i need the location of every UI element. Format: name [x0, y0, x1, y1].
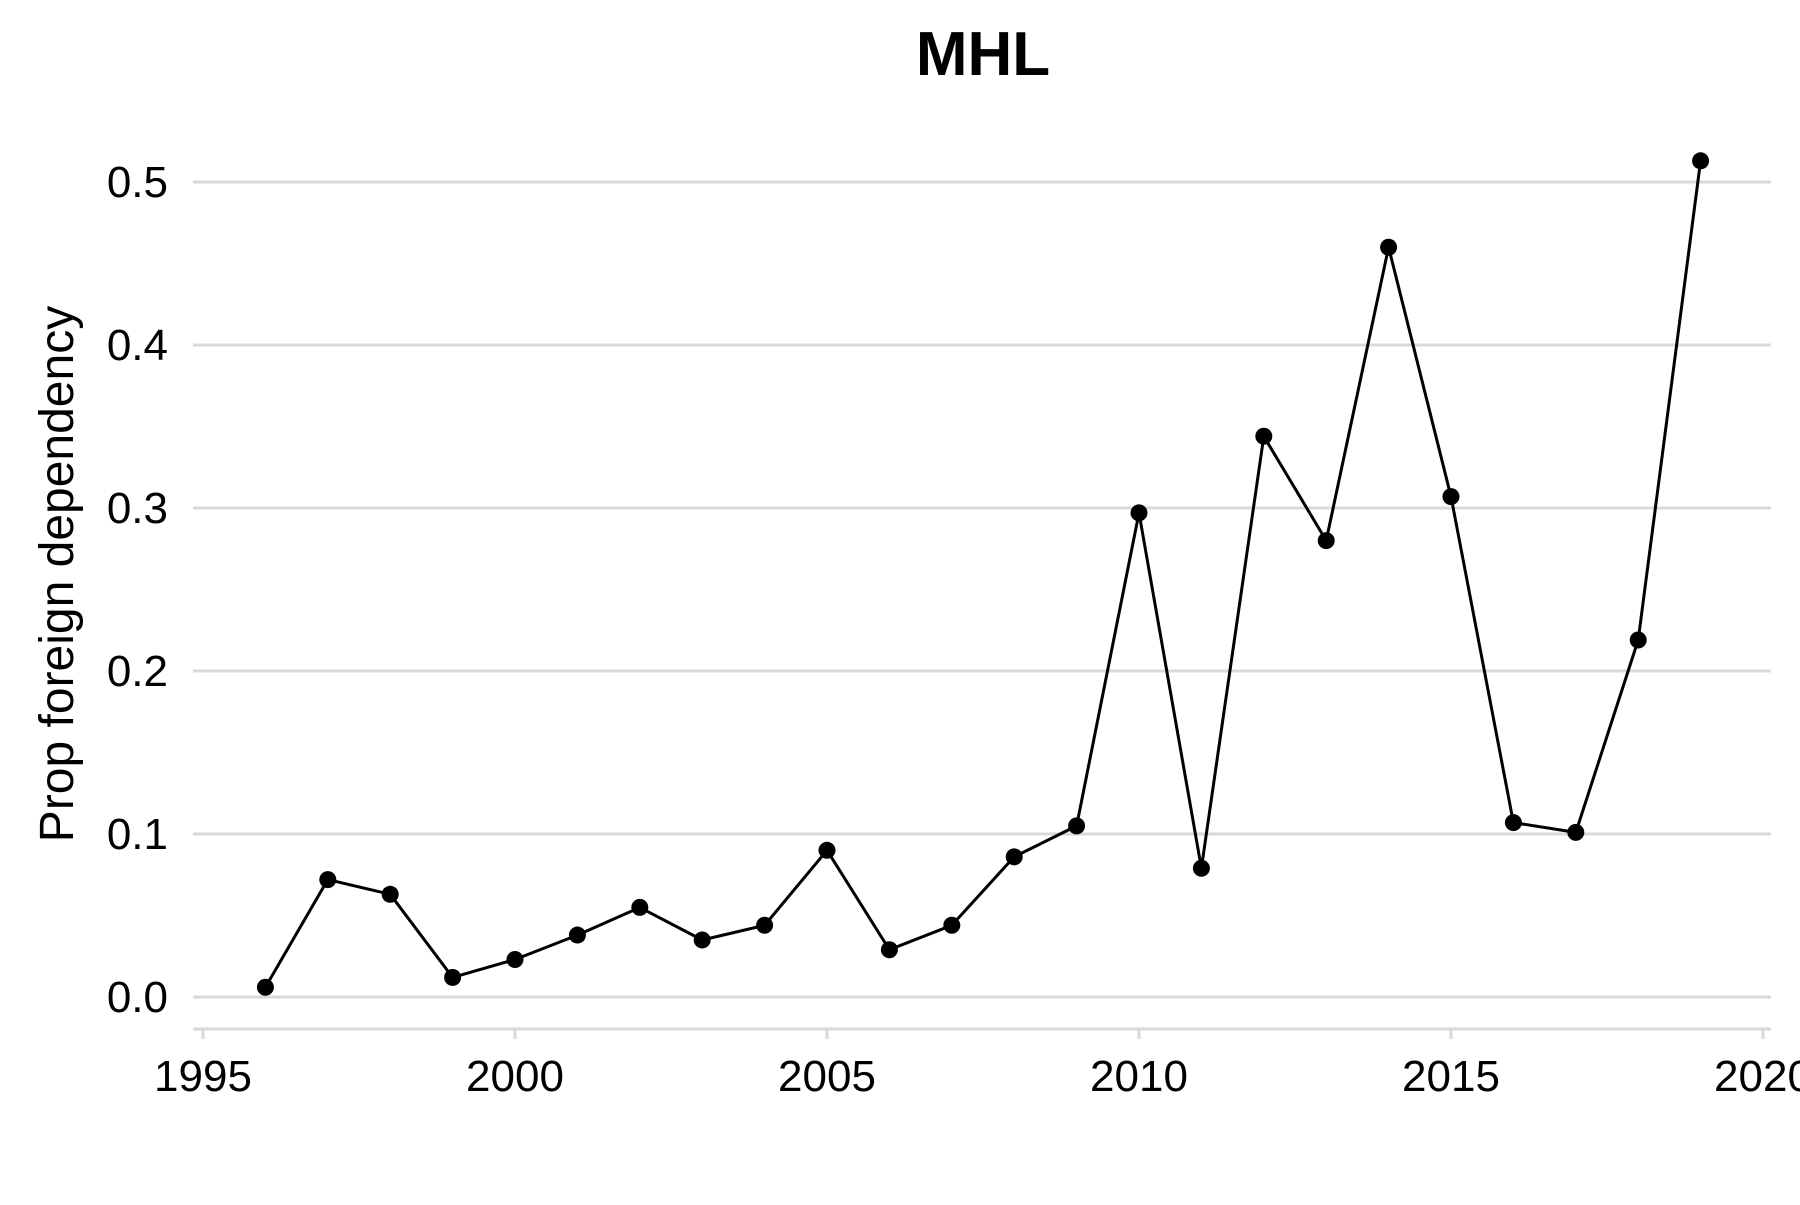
x-tick-label: 2010 — [1090, 1052, 1188, 1101]
data-point — [693, 931, 711, 949]
data-point — [1629, 631, 1647, 649]
y-axis-label: Prop foreign dependency — [31, 306, 84, 842]
data-point — [568, 926, 586, 944]
x-tick-label: 2000 — [466, 1052, 564, 1101]
data-point — [1380, 238, 1398, 256]
chart-title: MHL — [916, 20, 1050, 89]
gridlines — [193, 180, 1771, 999]
y-axis-ticks: 0.0 0.1 0.2 0.3 0.4 0.5 — [107, 158, 168, 1022]
y-tick-label: 0.1 — [107, 810, 168, 859]
x-tick-label: 1995 — [154, 1052, 252, 1101]
x-tick-label: 2005 — [778, 1052, 876, 1101]
data-point — [1192, 859, 1210, 877]
data-point — [818, 841, 836, 859]
x-tick-label: 2015 — [1402, 1052, 1500, 1101]
series — [256, 152, 1710, 996]
data-point — [1317, 532, 1335, 550]
data-point — [1005, 848, 1023, 866]
data-point — [1567, 823, 1585, 841]
data-point — [880, 941, 898, 959]
data-point — [1068, 817, 1086, 835]
y-tick-label: 0.0 — [107, 973, 168, 1022]
data-point — [1692, 152, 1710, 170]
data-point — [1255, 427, 1273, 445]
data-point — [1130, 504, 1148, 522]
data-point — [1442, 488, 1460, 506]
series-line — [264, 160, 1703, 988]
x-tick-label: 2020 — [1714, 1052, 1800, 1101]
y-tick-label: 0.2 — [107, 647, 168, 696]
data-point — [756, 916, 774, 934]
data-point — [506, 951, 524, 969]
data-point — [381, 885, 399, 903]
y-tick-label: 0.5 — [107, 158, 168, 207]
data-point — [943, 916, 961, 934]
x-axis: 1995 2000 2005 2010 2015 2020 — [154, 1027, 1800, 1101]
data-point — [444, 968, 462, 986]
data-point — [256, 978, 274, 996]
data-point — [631, 898, 649, 916]
y-tick-label: 0.4 — [107, 321, 168, 370]
data-point — [1504, 814, 1522, 832]
data-point — [319, 871, 337, 889]
y-tick-label: 0.3 — [107, 484, 168, 533]
